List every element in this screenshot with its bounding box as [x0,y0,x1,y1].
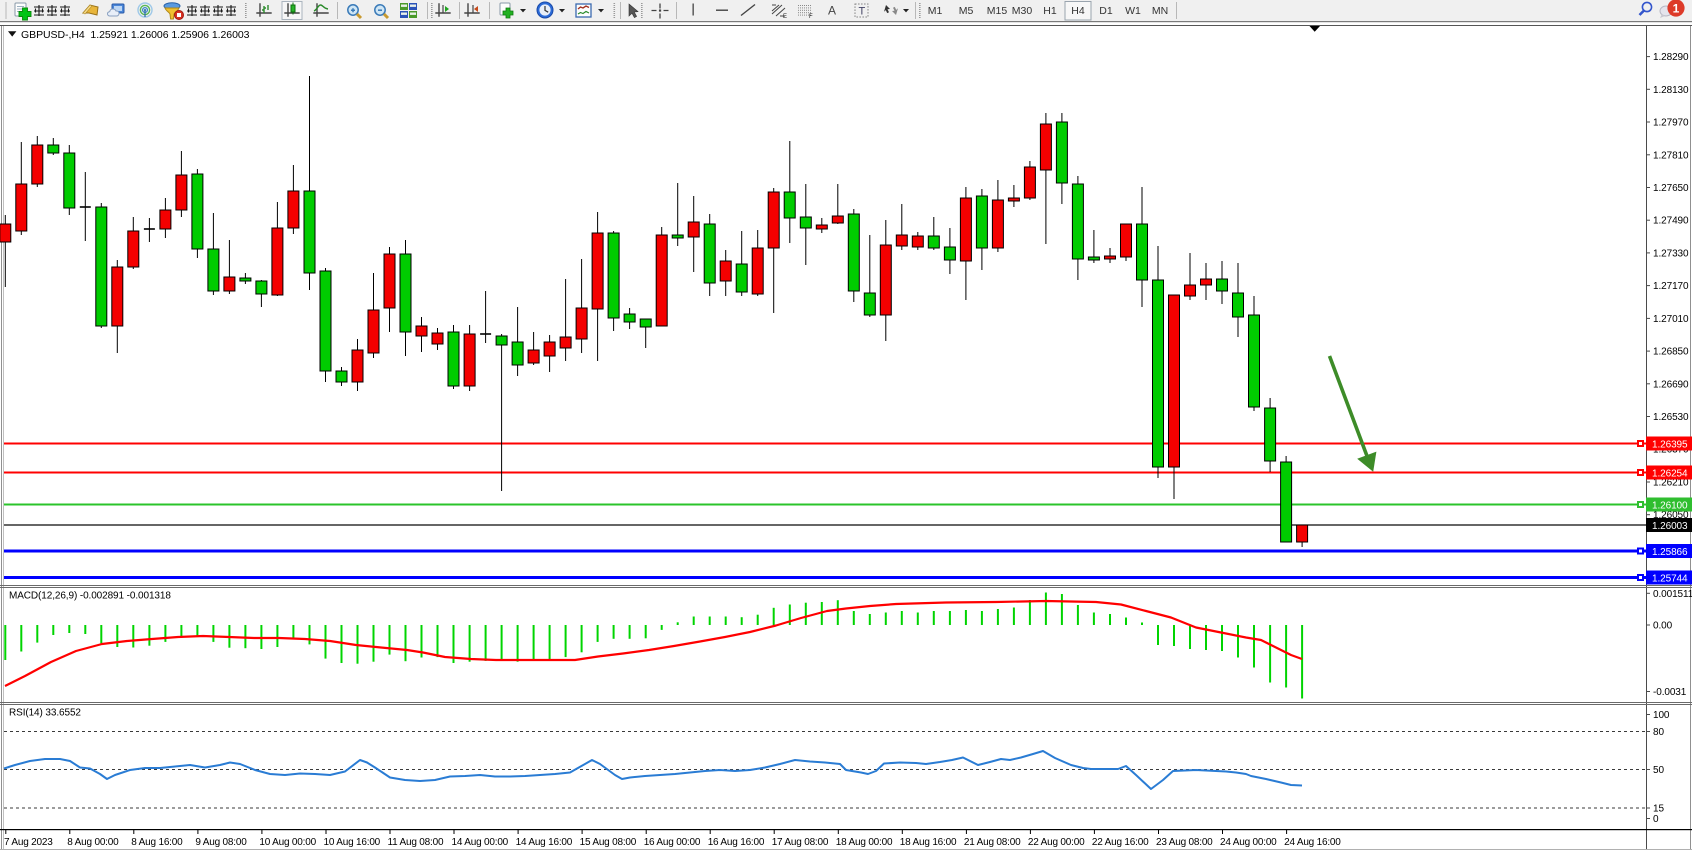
svg-text:1.27010: 1.27010 [1653,314,1689,325]
svg-text:1.25866: 1.25866 [1652,547,1688,558]
svg-text:1.26690: 1.26690 [1653,379,1689,390]
svg-text:1.27330: 1.27330 [1653,248,1689,259]
svg-text:21 Aug 08:00: 21 Aug 08:00 [964,837,1021,848]
svg-text:8 Aug 16:00: 8 Aug 16:00 [131,837,183,848]
svg-text:-0.0031: -0.0031 [1653,687,1687,698]
svg-text:80: 80 [1653,727,1664,738]
svg-text:16 Aug 16:00: 16 Aug 16:00 [708,837,765,848]
svg-text:MN: MN [1152,5,1168,17]
svg-text:1: 1 [1673,2,1680,16]
svg-text:22 Aug 16:00: 22 Aug 16:00 [1092,837,1149,848]
svg-text:T: T [859,6,866,18]
svg-text:1.25744: 1.25744 [1652,573,1688,584]
svg-text:1.26003: 1.26003 [1652,521,1688,532]
svg-text:1.28130: 1.28130 [1653,85,1689,96]
svg-text:9 Aug 08:00: 9 Aug 08:00 [195,837,247,848]
svg-text:18 Aug 00:00: 18 Aug 00:00 [836,837,893,848]
svg-text:W1: W1 [1125,5,1141,17]
svg-text:D1: D1 [1099,5,1113,17]
svg-text:M30: M30 [1012,5,1033,17]
svg-text:1.27810: 1.27810 [1653,150,1689,161]
svg-text:10 Aug 16:00: 10 Aug 16:00 [324,837,381,848]
svg-text:M5: M5 [959,5,974,17]
svg-text:17 Aug 08:00: 17 Aug 08:00 [772,837,829,848]
svg-text:1.26254: 1.26254 [1652,468,1688,479]
svg-text:A: A [828,4,836,18]
svg-text:1.26395: 1.26395 [1652,439,1688,450]
svg-text:H4: H4 [1071,5,1085,17]
svg-text:14 Aug 16:00: 14 Aug 16:00 [516,837,573,848]
svg-text:0.001511: 0.001511 [1653,589,1692,600]
svg-text:15: 15 [1653,804,1664,815]
svg-text:1.26530: 1.26530 [1653,412,1689,423]
svg-text:7 Aug 2023: 7 Aug 2023 [4,837,53,848]
svg-text:0: 0 [1653,814,1659,825]
svg-text:1.27490: 1.27490 [1653,216,1689,227]
svg-text:1.27970: 1.27970 [1653,118,1689,129]
svg-text:1.27650: 1.27650 [1653,183,1689,194]
svg-text:1.28290: 1.28290 [1653,52,1689,63]
svg-text:H1: H1 [1043,5,1057,17]
svg-text:M15: M15 [987,5,1008,17]
svg-text:1.26850: 1.26850 [1653,347,1689,358]
svg-text:E: E [783,14,787,20]
svg-text:24 Aug 16:00: 24 Aug 16:00 [1284,837,1341,848]
svg-text:GBPUSD-,H4 1.25921 1.26006 1.: GBPUSD-,H4 1.25921 1.26006 1.25906 1.260… [21,29,250,41]
svg-text:11 Aug 08:00: 11 Aug 08:00 [388,837,444,848]
svg-text:100: 100 [1653,710,1670,721]
svg-text:1.26210: 1.26210 [1653,478,1689,489]
svg-text:50: 50 [1653,765,1664,776]
svg-text:23 Aug 08:00: 23 Aug 08:00 [1156,837,1213,848]
svg-text:10 Aug 00:00: 10 Aug 00:00 [259,837,316,848]
svg-text:18 Aug 16:00: 18 Aug 16:00 [900,837,957,848]
svg-text:1.27170: 1.27170 [1653,281,1689,292]
svg-text:22 Aug 00:00: 22 Aug 00:00 [1028,837,1085,848]
svg-text:24 Aug 00:00: 24 Aug 00:00 [1220,837,1277,848]
svg-text:16 Aug 00:00: 16 Aug 00:00 [644,837,701,848]
svg-text:RSI(14) 33.6552: RSI(14) 33.6552 [9,708,81,719]
svg-text:F: F [809,14,813,20]
svg-text:1.26100: 1.26100 [1652,500,1688,511]
svg-text:M1: M1 [928,5,943,17]
svg-text:MACD(12,26,9) -0.002891 -0.001: MACD(12,26,9) -0.002891 -0.001318 [9,591,171,602]
svg-text:0.00: 0.00 [1653,621,1673,632]
svg-text:1.26050: 1.26050 [1653,510,1689,521]
svg-text:8 Aug 00:00: 8 Aug 00:00 [67,837,119,848]
svg-text:15 Aug 08:00: 15 Aug 08:00 [580,837,637,848]
svg-text:14 Aug 00:00: 14 Aug 00:00 [452,837,509,848]
